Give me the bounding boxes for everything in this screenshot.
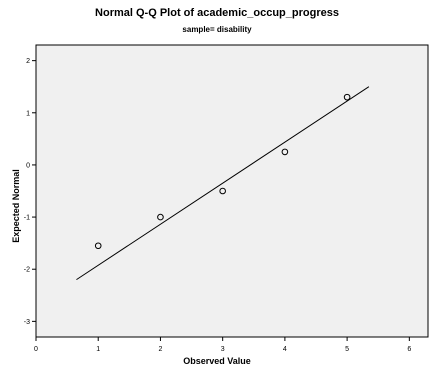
y-tick-label: -3 — [24, 319, 30, 326]
x-tick-label: 0 — [34, 346, 38, 353]
x-tick-label: 4 — [283, 346, 287, 353]
x-tick-label: 6 — [407, 346, 411, 353]
x-tick-label: 5 — [345, 346, 349, 353]
data-point — [219, 187, 226, 195]
y-tick-label: 2 — [26, 58, 30, 65]
reference-line — [76, 86, 370, 281]
y-tick-label: 1 — [26, 110, 30, 117]
data-point — [94, 242, 102, 250]
data-point — [157, 213, 164, 221]
chart-title: Normal Q-Q Plot of academic_occup_progre… — [95, 7, 339, 19]
x-tick-label: 2 — [158, 346, 162, 353]
plot-area — [35, 44, 429, 338]
chart-subtitle: sample= disability — [182, 25, 252, 34]
x-tick-label: 1 — [96, 346, 100, 353]
y-tick-label: -1 — [24, 215, 30, 222]
x-axis-label: Observed Value — [183, 356, 251, 366]
data-point — [343, 93, 351, 101]
y-tick-label: 0 — [26, 162, 30, 169]
x-tick-label: 3 — [221, 346, 225, 353]
data-point — [281, 148, 289, 156]
y-tick-label: -2 — [24, 267, 30, 274]
